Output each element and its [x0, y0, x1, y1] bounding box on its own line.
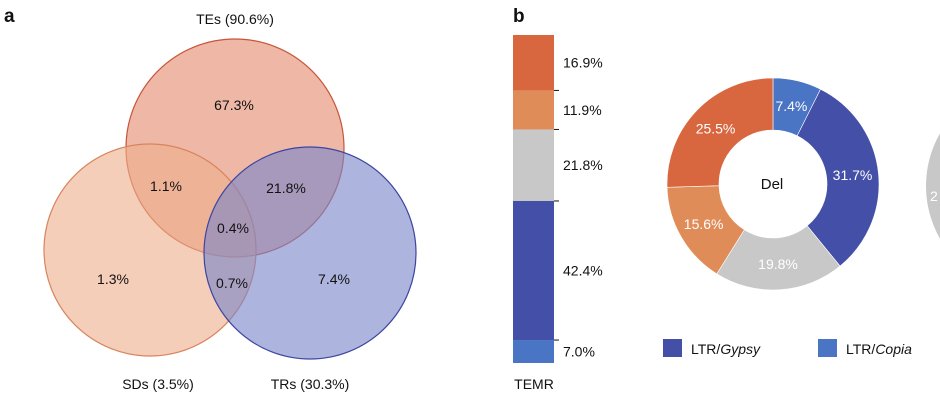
donut-slice-label-4: 25.5% — [696, 120, 736, 136]
venn-region-tr-only: 7.4% — [318, 271, 350, 287]
venn-region-sd-only: 1.3% — [97, 271, 129, 287]
del-donut-chart: 7.4% 31.7% 19.8% 15.6% 25.5% — [666, 77, 880, 291]
venn-circle-trs — [203, 146, 417, 360]
donut-slice-4 — [666, 77, 774, 188]
legend-label-gypsy: LTR/Gypsy — [691, 341, 761, 357]
stacked-bar-label-2: 21.8% — [563, 157, 603, 173]
stacked-bar-segment-2 — [513, 129, 554, 201]
legend: LTR/Gypsy LTR/Copia — [663, 339, 912, 357]
stacked-bar-label-4: 7.0% — [563, 344, 595, 360]
venn-set-label-sds: SDs (3.5%) — [122, 376, 194, 392]
donut-slice-label-0: 7.4% — [775, 98, 807, 114]
stacked-bar-label-0: 16.9% — [563, 55, 603, 71]
panel-letter-a: a — [4, 6, 15, 27]
legend-swatch-gypsy — [663, 339, 682, 357]
partial-donut-slice — [926, 133, 940, 239]
temr-stacked-bar: 16.9% 11.9% 21.8% 42.4% 7.0% — [513, 35, 603, 363]
donut-slice-label-3: 15.6% — [684, 216, 724, 232]
panel-letter-b: b — [513, 6, 525, 27]
venn-region-sd-tr: 0.7% — [216, 275, 248, 291]
donut-center-label: Del — [761, 176, 784, 193]
venn-set-label-trs: TRs (30.3%) — [271, 376, 350, 392]
legend-label-copia: LTR/Copia — [846, 341, 912, 357]
partial-donut: 2 — [926, 133, 940, 239]
stacked-bar-segment-3 — [513, 200, 554, 341]
donut-slice-2 — [716, 225, 841, 291]
venn-diagram: TEs (90.6%) SDs (3.5%) TRs (30.3%) 67.3%… — [43, 11, 417, 392]
donut-slice-label-1: 31.7% — [833, 167, 873, 183]
venn-region-te-tr: 21.8% — [266, 180, 306, 196]
partial-donut-label: 2 — [930, 188, 938, 204]
venn-region-all: 0.4% — [217, 220, 249, 236]
donut-slice-label-2: 19.8% — [758, 256, 798, 272]
donut-slice-1 — [796, 88, 880, 267]
legend-item-gypsy: LTR/Gypsy — [663, 339, 761, 357]
stacked-bar-segment-0 — [513, 35, 554, 91]
stacked-bar-label-3: 42.4% — [563, 263, 603, 279]
legend-swatch-copia — [818, 339, 837, 357]
stacked-bar-label-1: 11.9% — [563, 102, 602, 118]
stacked-bar-xlabel: TEMR — [514, 376, 554, 392]
legend-item-copia: LTR/Copia — [818, 339, 912, 357]
venn-region-te-only: 67.3% — [214, 97, 254, 113]
venn-region-te-sd: 1.1% — [150, 178, 182, 194]
stacked-bar-segment-1 — [513, 90, 554, 130]
stacked-bar-segment-4 — [513, 340, 554, 363]
venn-set-label-tes: TEs (90.6%) — [196, 11, 274, 27]
